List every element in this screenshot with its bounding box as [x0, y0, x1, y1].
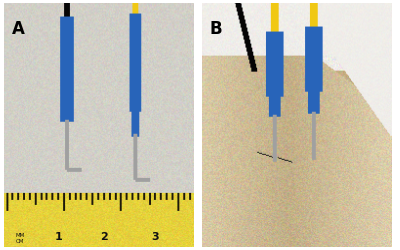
Text: A: A — [12, 20, 25, 38]
Text: 1: 1 — [55, 232, 62, 241]
Text: MM
CM: MM CM — [16, 233, 25, 244]
Text: B: B — [210, 20, 222, 38]
Text: 3: 3 — [151, 232, 159, 241]
Text: 2: 2 — [100, 232, 108, 241]
